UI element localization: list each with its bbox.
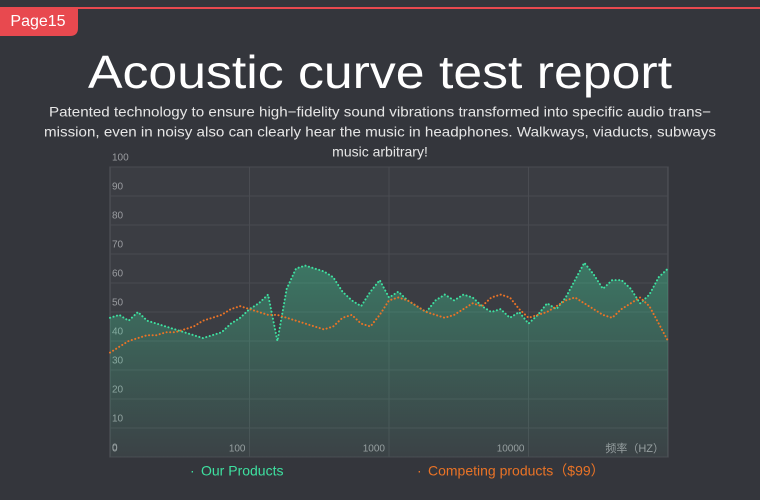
y-tick-label: 60 — [112, 269, 124, 280]
y-tick-label: 100 — [112, 153, 129, 164]
series-line — [109, 293, 669, 354]
subtitle-line: Patented technology to ensure high−fidel… — [49, 104, 711, 120]
page-badge — [0, 8, 78, 36]
y-tick-label: 70 — [112, 240, 124, 251]
subtitle-line: mission, even in noisy also can clearly … — [44, 124, 716, 140]
y-tick-label: 80 — [112, 211, 124, 222]
legend-bullet: · — [190, 463, 195, 479]
series-line — [109, 260, 669, 342]
legend-label: Our Products — [201, 463, 283, 479]
page-label: Page15 — [10, 13, 65, 30]
y-tick-label: 90 — [112, 182, 124, 193]
legend-bullet: · — [417, 463, 422, 479]
chart-title: Acoustic curve test report — [88, 46, 672, 98]
area — [110, 262, 668, 457]
y-tick-label: 50 — [112, 298, 124, 309]
subtitle-line: music arbitrary! — [332, 144, 428, 160]
legend-label: Competing products（$99） — [428, 463, 605, 479]
